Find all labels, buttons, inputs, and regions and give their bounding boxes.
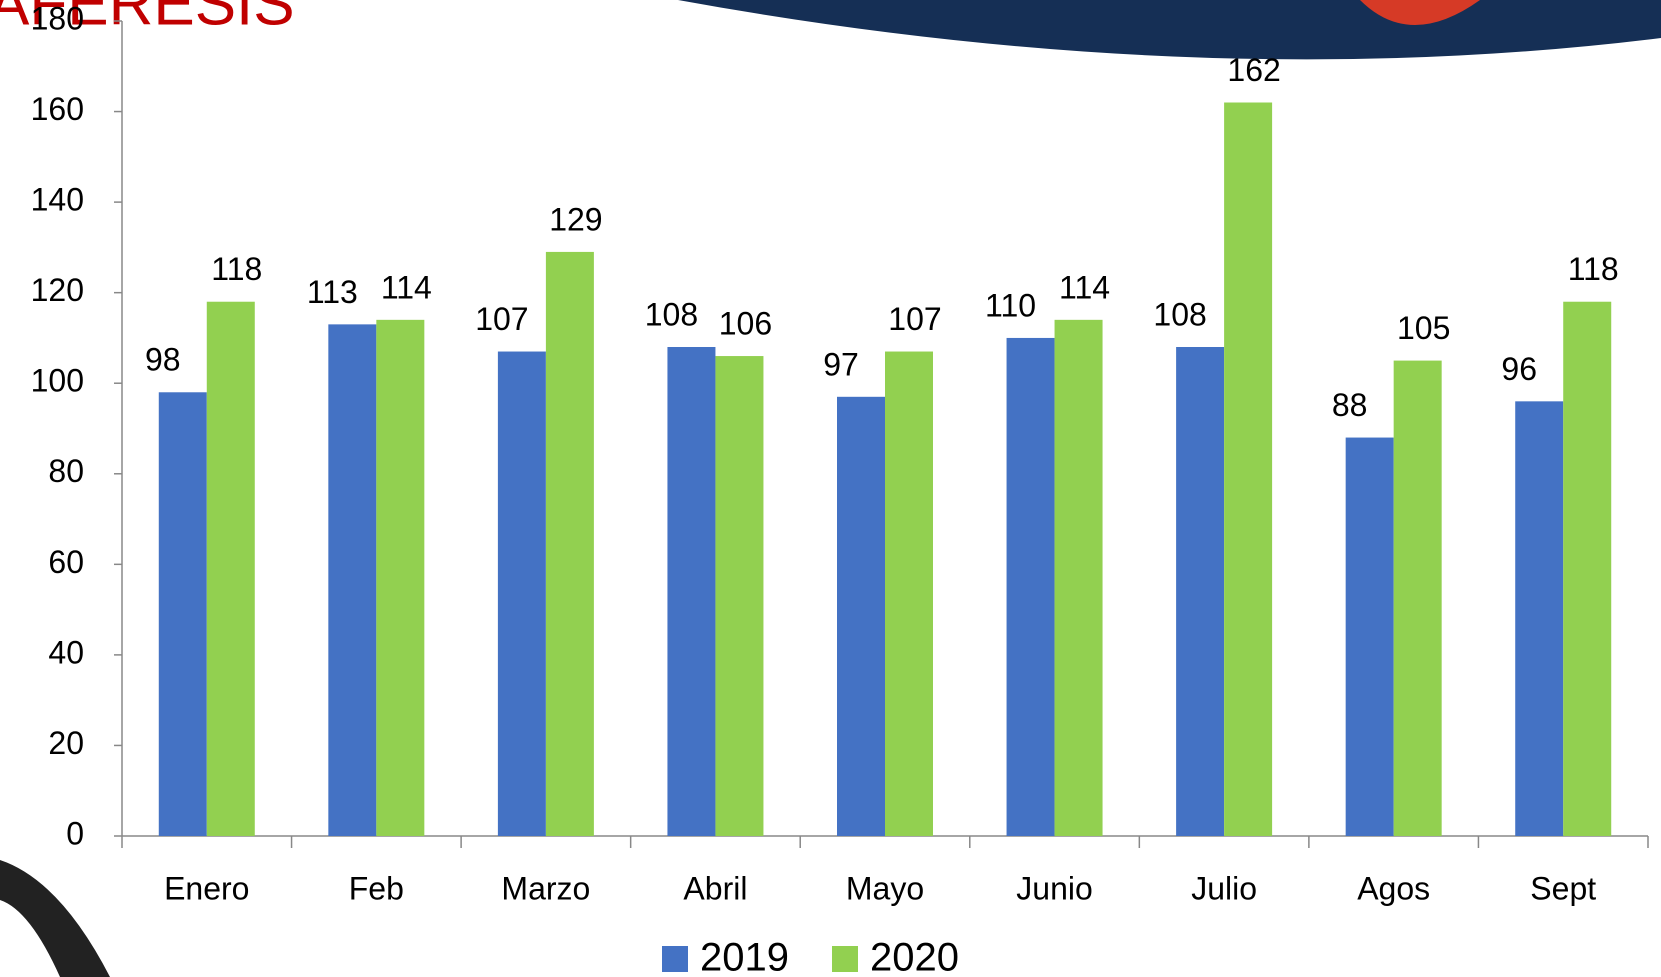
banner (678, 0, 1661, 60)
y-tick-label: 20 (48, 725, 84, 761)
x-tick-label: Sept (1530, 870, 1596, 906)
bar (837, 396, 885, 836)
y-tick-label: 0 (66, 815, 84, 851)
data-label: 107 (475, 301, 528, 337)
legend-label: 2020 (870, 936, 959, 977)
y-tick-label: 80 (48, 453, 84, 489)
data-label: 129 (549, 201, 602, 237)
data-label: 114 (381, 269, 432, 305)
bar (206, 301, 255, 836)
x-tick-label: Feb (349, 870, 404, 906)
x-tick-label: Julio (1191, 870, 1257, 906)
y-tick-label: 100 (31, 363, 84, 399)
swoosh (0, 860, 110, 977)
x-tick-label: Agos (1357, 870, 1430, 906)
bar (667, 347, 716, 836)
x-tick-label: Marzo (501, 870, 590, 906)
data-label: 108 (645, 296, 698, 332)
legend-swatch (832, 946, 858, 972)
y-tick-label: 60 (48, 544, 84, 580)
chart-title: AFERESIS (0, 0, 295, 38)
data-label: 96 (1501, 351, 1537, 387)
y-tick-label: 140 (31, 182, 84, 218)
x-tick-label: Abril (683, 870, 747, 906)
bar (1224, 102, 1273, 836)
data-label: 98 (145, 342, 181, 378)
y-tick-label: 180 (31, 0, 84, 36)
bar (715, 356, 764, 836)
y-tick-label: 120 (31, 272, 84, 308)
data-label: 108 (1153, 296, 1206, 332)
bar (1563, 301, 1612, 836)
bar (1393, 360, 1442, 836)
data-label: 114 (1059, 269, 1110, 305)
x-tick-label: Enero (164, 870, 249, 906)
y-tick-label: 160 (31, 91, 84, 127)
data-label: 106 (719, 306, 772, 342)
banner-logo (1360, 0, 1480, 25)
data-label: 113 (307, 274, 358, 310)
bar (1006, 337, 1055, 836)
data-label: 162 (1227, 52, 1280, 88)
y-tick-label: 40 (48, 634, 84, 670)
data-label: 118 (211, 251, 262, 287)
bar (1054, 319, 1103, 836)
data-label: 88 (1332, 387, 1368, 423)
bar (158, 392, 207, 836)
bar (545, 251, 594, 836)
data-label: 107 (888, 301, 941, 337)
data-label: 118 (1568, 251, 1619, 287)
data-label: 105 (1397, 310, 1450, 346)
bar (885, 351, 933, 836)
bar (328, 324, 377, 836)
data-label: 97 (823, 346, 859, 382)
bar (1515, 401, 1564, 836)
x-tick-label: Junio (1016, 870, 1093, 906)
x-tick-label: Mayo (846, 870, 924, 906)
bar (376, 319, 425, 836)
legend-label: 2019 (700, 936, 789, 977)
data-label: 110 (985, 287, 1036, 323)
bar (1176, 347, 1225, 836)
bar (497, 351, 546, 836)
bar (1345, 437, 1394, 836)
legend-swatch (662, 946, 688, 972)
